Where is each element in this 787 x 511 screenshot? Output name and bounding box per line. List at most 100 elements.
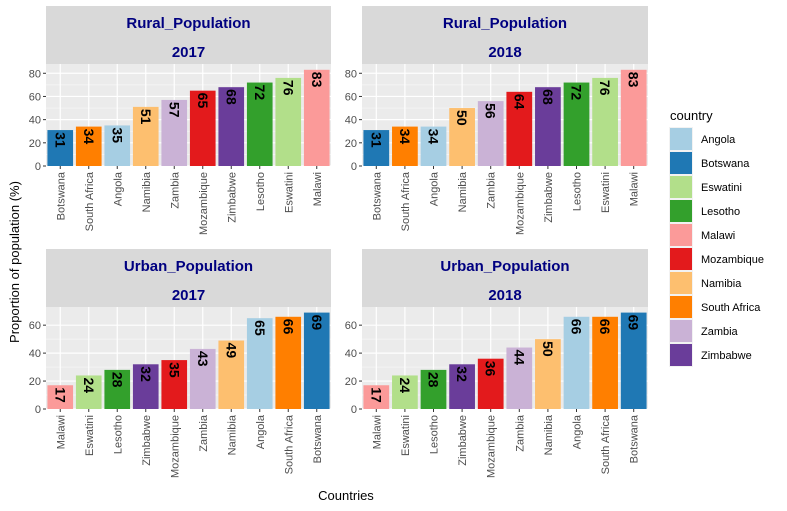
facet-panel: Rural_Population 2017 0 20 40 60 80 31 Botswana 3… bbox=[29, 6, 331, 235]
x-tick-label: Eswatini bbox=[84, 415, 96, 456]
facet-strip bbox=[362, 249, 648, 307]
x-tick-label: Malawi bbox=[629, 172, 641, 206]
bar bbox=[506, 347, 533, 409]
legend-label: Eswatini bbox=[701, 182, 742, 194]
facet-strip bbox=[46, 6, 331, 64]
x-tick-label: Malawi bbox=[55, 415, 67, 449]
x-tick-label: Angola bbox=[429, 171, 441, 206]
y-tick-label: 0 bbox=[35, 404, 41, 416]
bar-value-label: 69 bbox=[309, 315, 325, 331]
x-tick-label: Zimbabwe bbox=[226, 172, 238, 223]
bar bbox=[363, 385, 390, 409]
y-tick-label: 0 bbox=[351, 404, 357, 416]
legend-label: Zambia bbox=[701, 326, 739, 338]
bar bbox=[189, 348, 216, 409]
bar bbox=[161, 360, 188, 409]
facet-strip bbox=[362, 6, 648, 64]
x-tick-label: Botswana bbox=[55, 171, 67, 220]
bar-value-label: 56 bbox=[483, 103, 499, 119]
legend: country Angola Botswana Eswatini Lesotho Mala… bbox=[669, 108, 764, 367]
bar bbox=[218, 87, 245, 166]
legend-swatch bbox=[670, 248, 692, 270]
facet-panel: Rural_Population 2018 0 20 40 60 80 31 Botswana 3… bbox=[345, 6, 648, 235]
bar-value-label: 32 bbox=[138, 366, 154, 382]
legend-swatch bbox=[670, 152, 692, 174]
y-tick-label: 60 bbox=[29, 91, 41, 103]
bar-value-label: 65 bbox=[195, 93, 211, 109]
bar bbox=[449, 364, 475, 409]
bar bbox=[104, 125, 131, 166]
strip-label: Urban_Population bbox=[440, 258, 569, 275]
facet-panel: Urban_Population 2018 0 20 40 60 17 Malawi 24 Esw… bbox=[345, 249, 648, 478]
y-tick-label: 80 bbox=[29, 68, 41, 80]
x-tick-label: Lesotho bbox=[572, 172, 584, 211]
bar bbox=[477, 101, 504, 166]
bar-value-label: 50 bbox=[540, 341, 556, 357]
strip-label: Rural_Population bbox=[126, 15, 250, 32]
bar bbox=[189, 90, 216, 166]
x-tick-label: Eswatini bbox=[283, 172, 295, 213]
x-tick-label: Zimbabwe bbox=[457, 415, 469, 466]
y-tick-label: 60 bbox=[29, 320, 41, 332]
bar-value-label: 34 bbox=[397, 129, 413, 145]
x-tick-label: Mozambique bbox=[198, 172, 210, 235]
bar bbox=[620, 69, 647, 166]
bar-value-label: 69 bbox=[626, 315, 642, 331]
x-tick-label: Eswatini bbox=[400, 415, 412, 456]
bar bbox=[449, 108, 475, 166]
legend-swatch bbox=[670, 272, 692, 294]
y-tick-label: 20 bbox=[345, 376, 357, 388]
y-tick-label: 60 bbox=[345, 91, 357, 103]
bar-value-label: 76 bbox=[597, 80, 613, 96]
x-tick-label: Mozambique bbox=[514, 172, 526, 235]
bar-value-label: 72 bbox=[569, 85, 585, 101]
bar bbox=[363, 130, 390, 166]
x-tick-label: Lesotho bbox=[255, 172, 267, 211]
bar-value-label: 31 bbox=[52, 132, 68, 148]
legend-label: Lesotho bbox=[701, 206, 740, 218]
y-tick-label: 0 bbox=[35, 161, 41, 173]
bar bbox=[592, 77, 618, 166]
bar-value-label: 72 bbox=[252, 85, 268, 101]
bar-value-label: 24 bbox=[397, 377, 413, 393]
y-tick-label: 80 bbox=[345, 68, 357, 80]
bar-value-label: 66 bbox=[569, 319, 585, 335]
x-tick-label: Zimbabwe bbox=[543, 172, 555, 223]
bar-value-label: 35 bbox=[109, 127, 125, 143]
y-tick-label: 60 bbox=[345, 320, 357, 332]
bar-value-label: 17 bbox=[368, 387, 384, 403]
legend-label: Zimbabwe bbox=[701, 350, 752, 362]
bar bbox=[620, 312, 647, 409]
bar-value-label: 28 bbox=[426, 372, 442, 388]
x-tick-label: Zambia bbox=[514, 414, 526, 452]
bar bbox=[47, 130, 74, 166]
facet-panel: Urban_Population 2017 0 20 40 60 17 Malawi 24 Esw… bbox=[29, 249, 331, 478]
bar bbox=[132, 106, 159, 166]
x-tick-label: Zambia bbox=[486, 171, 498, 209]
legend-swatch bbox=[670, 296, 692, 318]
x-tick-label: Angola bbox=[112, 171, 124, 206]
x-tick-label: Malawi bbox=[312, 172, 324, 206]
bar bbox=[592, 316, 618, 409]
x-tick-label: Eswatini bbox=[600, 172, 612, 213]
facet-strip bbox=[46, 249, 331, 307]
x-tick-label: Angola bbox=[572, 414, 584, 449]
strip-year: 2017 bbox=[172, 44, 205, 61]
x-axis-title: Countries bbox=[318, 488, 374, 503]
bar bbox=[161, 99, 188, 166]
bar bbox=[420, 126, 447, 166]
legend-label: Malawi bbox=[701, 230, 735, 242]
x-tick-label: South Africa bbox=[283, 414, 295, 474]
strip-label: Urban_Population bbox=[124, 258, 253, 275]
legend-label: Mozambique bbox=[701, 254, 764, 266]
bar bbox=[104, 369, 131, 409]
x-tick-label: Malawi bbox=[371, 415, 383, 449]
x-tick-label: Namibia bbox=[226, 414, 238, 455]
x-tick-label: Botswana bbox=[371, 171, 383, 220]
x-tick-label: Botswana bbox=[312, 414, 324, 463]
strip-year: 2018 bbox=[488, 44, 521, 61]
bar bbox=[47, 385, 74, 409]
bar bbox=[477, 358, 504, 409]
bar-value-label: 51 bbox=[138, 109, 154, 125]
legend-title: country bbox=[670, 108, 713, 123]
